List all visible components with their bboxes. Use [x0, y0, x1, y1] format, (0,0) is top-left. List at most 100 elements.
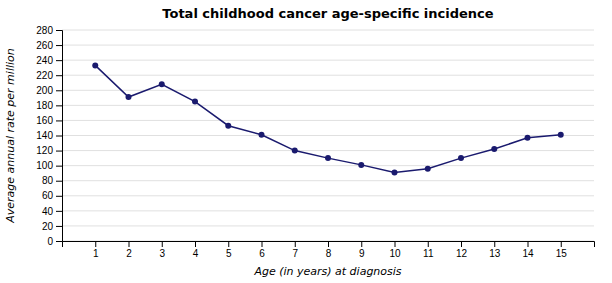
tick-label: 11 — [423, 248, 434, 259]
tick-mark — [561, 241, 562, 247]
tick-label: 20 — [42, 221, 54, 232]
tick-mark — [56, 60, 62, 61]
tick: 8 — [326, 241, 332, 259]
tick-label: 120 — [36, 145, 53, 156]
tick-mark — [56, 151, 62, 152]
tick: 4 — [193, 241, 199, 259]
tick: 280 — [36, 25, 62, 36]
tick: 220 — [36, 70, 62, 81]
point — [425, 166, 431, 172]
tick-mark — [162, 241, 163, 247]
tick: 0 — [47, 236, 62, 247]
tick-label: 5 — [226, 248, 232, 259]
tick: 100 — [36, 160, 62, 171]
tick-mark — [56, 136, 62, 137]
tick-mark — [56, 120, 62, 121]
tick-label: 6 — [259, 248, 265, 259]
grid-line — [62, 105, 594, 106]
tick-label: 4 — [193, 248, 199, 259]
tick-label: 15 — [556, 248, 568, 259]
tick: 7 — [292, 241, 298, 259]
tick-mark — [361, 241, 362, 247]
grid-line — [62, 45, 594, 46]
tick-label: 100 — [36, 160, 53, 171]
tick-label: 2 — [126, 248, 132, 259]
point — [392, 169, 398, 175]
tick-label: 280 — [36, 25, 53, 36]
grid-line — [62, 150, 594, 151]
tick-label: 3 — [159, 248, 165, 259]
tick-mark — [428, 241, 429, 247]
grid-line — [62, 225, 594, 226]
tick-label: 40 — [42, 206, 54, 217]
tick-label: 240 — [36, 55, 53, 66]
point — [358, 162, 364, 168]
grid-line — [62, 120, 594, 121]
tick-mark — [56, 105, 62, 106]
tick-label: 13 — [489, 248, 501, 259]
tick-label: 8 — [326, 248, 332, 259]
point — [126, 94, 132, 100]
plot-area: 1234567891011121314150204060801001201401… — [36, 25, 594, 259]
tick: 160 — [36, 115, 62, 126]
point — [558, 132, 564, 138]
tick: 5 — [226, 241, 232, 259]
grid-line — [62, 30, 594, 31]
tick-label: 180 — [36, 100, 53, 111]
axis-line — [56, 31, 63, 242]
tick-mark — [528, 241, 529, 247]
tick: 11 — [423, 241, 434, 259]
grid-line — [62, 135, 594, 136]
tick-label: 1 — [93, 248, 99, 259]
grid-line — [62, 180, 594, 181]
tick-mark — [328, 241, 329, 247]
tick: 13 — [489, 241, 501, 259]
y-axis: 020406080100120140160180200220240260280 — [36, 25, 62, 247]
tick-label: 14 — [522, 248, 534, 259]
tick: 140 — [36, 130, 62, 141]
tick: 200 — [36, 85, 62, 96]
tick-label: 200 — [36, 85, 53, 96]
grid — [62, 30, 594, 241]
point — [92, 62, 98, 68]
grid-line — [62, 60, 594, 61]
tick-label: 7 — [292, 248, 298, 259]
grid-line — [62, 75, 594, 76]
tick-mark — [195, 241, 196, 247]
tick-mark — [295, 241, 296, 247]
point — [525, 135, 531, 141]
tick: 15 — [556, 241, 568, 259]
grid-line — [62, 165, 594, 166]
x-axis: 123456789101112131415 — [63, 241, 595, 259]
tick-label: 60 — [42, 190, 54, 201]
tick: 9 — [359, 241, 365, 259]
tick: 6 — [259, 241, 265, 259]
tick: 40 — [42, 206, 62, 217]
point — [491, 146, 497, 152]
tick: 1 — [93, 241, 99, 259]
tick-mark — [56, 241, 62, 242]
tick-mark — [56, 75, 62, 76]
point — [458, 155, 464, 161]
point — [225, 123, 231, 129]
tick: 14 — [522, 241, 534, 259]
tick-mark — [129, 241, 130, 247]
series — [92, 62, 564, 175]
tick-mark — [56, 196, 62, 197]
tick-mark — [56, 211, 62, 212]
tick-mark — [228, 241, 229, 247]
tick-label: 220 — [36, 70, 53, 81]
chart: 1234567891011121314150204060801001201401… — [0, 0, 612, 283]
tick: 60 — [42, 190, 62, 201]
tick-mark — [56, 166, 62, 167]
tick-label: 160 — [36, 115, 53, 126]
grid-line — [62, 195, 594, 196]
tick: 2 — [126, 241, 132, 259]
tick: 3 — [159, 241, 165, 259]
point — [292, 148, 298, 154]
tick: 12 — [456, 241, 468, 259]
tick-label: 12 — [456, 248, 468, 259]
line — [95, 65, 561, 172]
tick-mark — [262, 241, 263, 247]
tick-mark — [395, 241, 396, 247]
